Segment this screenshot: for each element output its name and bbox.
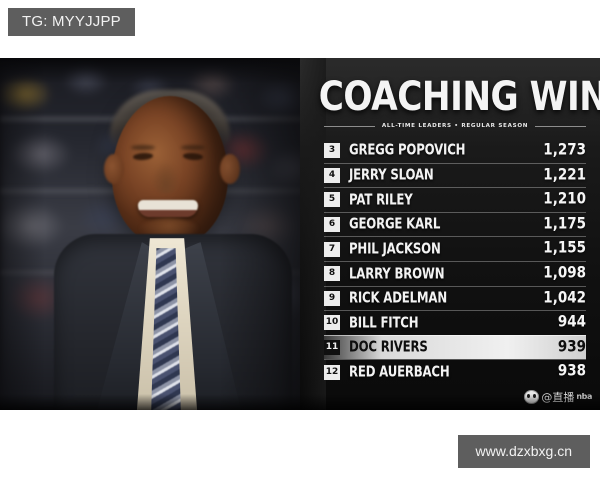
win-total: 1,155 bbox=[543, 239, 586, 258]
table-row: 6 GEORGE KARL 1,175 bbox=[324, 211, 586, 237]
table-row: 7 PHIL JACKSON 1,155 bbox=[324, 236, 586, 261]
win-total: 1,221 bbox=[543, 165, 586, 184]
bottom-watermark-tag: www.dzxbxg.cn bbox=[457, 435, 590, 468]
right-ear bbox=[220, 154, 240, 184]
table-row: 9 RICK ADELMAN 1,042 bbox=[324, 285, 586, 311]
infographic: COACHING WINS ALL-TIME LEADERS • REGULAR… bbox=[0, 58, 600, 410]
coach-name: GREGG POPOVICH bbox=[349, 140, 466, 159]
table-row-highlighted: 11 DOC RIVERS 939 bbox=[324, 334, 586, 360]
win-total: 1,210 bbox=[543, 189, 586, 209]
rank-badge: 7 bbox=[324, 241, 340, 257]
win-total: 944 bbox=[557, 312, 586, 332]
win-total: 1,175 bbox=[543, 214, 586, 233]
subhead-text: ALL-TIME LEADERS • REGULAR SEASON bbox=[381, 123, 529, 129]
coach-name: PHIL JACKSON bbox=[349, 239, 441, 258]
win-total: 1,042 bbox=[543, 288, 586, 307]
subhead-rule-right bbox=[535, 125, 587, 127]
smiling-mouth bbox=[138, 200, 198, 217]
table-row: 8 LARRY BROWN 1,098 bbox=[324, 260, 586, 286]
win-total: 1,273 bbox=[543, 140, 586, 159]
coach-name: DOC RIVERS bbox=[349, 337, 428, 356]
table-row: 4 JERRY SLOAN 1,221 bbox=[324, 162, 586, 188]
leaderboard-rows: 3 GREGG POPOVICH 1,273 4 JERRY SLOAN 1,2… bbox=[324, 138, 586, 384]
coach-photo bbox=[0, 58, 322, 410]
win-total: 1,098 bbox=[543, 263, 586, 283]
coach-name: BILL FITCH bbox=[349, 313, 419, 331]
rank-badge: 8 bbox=[324, 266, 340, 282]
win-total: 938 bbox=[557, 361, 586, 381]
top-watermark-tag: TG: MYYJJPP bbox=[8, 8, 135, 36]
coach-name: RICK ADELMAN bbox=[349, 288, 447, 307]
coach-name: JERRY SLOAN bbox=[349, 165, 434, 184]
table-row: 5 PAT RILEY 1,210 bbox=[324, 187, 586, 212]
panel-subhead: ALL-TIME LEADERS • REGULAR SEASON bbox=[324, 123, 587, 129]
table-row: 3 GREGG POPOVICH 1,273 bbox=[324, 138, 586, 163]
win-total: 939 bbox=[557, 337, 586, 356]
table-row: 10 BILL FITCH 944 bbox=[324, 310, 586, 335]
rank-badge: 3 bbox=[324, 142, 340, 158]
rank-badge: 11 bbox=[324, 340, 340, 356]
table-row: 12 RED AUERBACH 938 bbox=[324, 359, 586, 384]
rank-badge: 4 bbox=[324, 167, 340, 183]
coach-name: GEORGE KARL bbox=[349, 214, 441, 233]
rank-badge: 5 bbox=[324, 192, 340, 208]
coach-name: PAT RILEY bbox=[349, 190, 413, 208]
rank-badge: 6 bbox=[324, 217, 340, 233]
nose bbox=[152, 162, 180, 194]
panel-headline: COACHING WINS bbox=[318, 72, 600, 120]
stats-panel: COACHING WINS ALL-TIME LEADERS • REGULAR… bbox=[300, 58, 600, 410]
rank-badge: 12 bbox=[324, 364, 340, 380]
rank-badge: 9 bbox=[324, 290, 340, 306]
left-ear bbox=[104, 154, 124, 184]
rank-badge: 10 bbox=[324, 315, 340, 331]
coach-name: LARRY BROWN bbox=[349, 264, 445, 282]
subhead-rule-left bbox=[324, 125, 375, 127]
stats-panel-content: COACHING WINS ALL-TIME LEADERS • REGULAR… bbox=[319, 76, 600, 404]
left-eyebrow bbox=[131, 145, 155, 150]
coach-name: RED AUERBACH bbox=[349, 362, 450, 381]
right-eyebrow bbox=[181, 145, 205, 150]
